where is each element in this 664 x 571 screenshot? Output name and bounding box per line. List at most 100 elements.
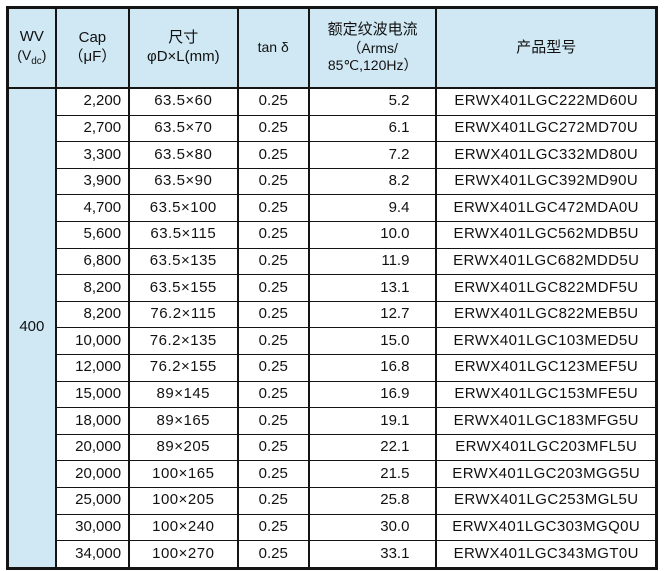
table-row: 6,800 63.5×135 0.25 11.9 ERWX401LGC682MD… [8,247,658,276]
tan-delta-cell: 0.25 [236,407,310,435]
size-cell: 63.5×60 [128,87,239,116]
size-label: 尺寸 [168,29,199,47]
table-row: 18,000 89×165 0.25 19.1 ERWX401LGC183MFG… [8,407,658,435]
cap-cell: 8,200 [54,274,131,302]
cap-cell: 2,200 [54,87,131,116]
size-cell: 63.5×70 [128,114,239,143]
ripple-current-cell: 5.2 [307,87,438,116]
cap-cell: 20,000 [54,433,131,462]
ripple-unit-line2: 85℃,120Hz） [327,57,418,74]
table-row: 2,700 63.5×70 0.25 6.1 ERWX401LGC272MD70… [8,114,658,143]
cap-cell: 3,300 [54,141,131,169]
part-number-cell: ERWX401LGC153MFE5U [435,380,658,409]
tan-delta-cell: 0.25 [236,274,310,302]
size-unit: φD×L(mm) [146,48,220,65]
cap-cell: 5,600 [54,220,131,249]
tan-delta-cell: 0.25 [236,141,310,169]
table-row: 3,300 63.5×80 0.25 7.2 ERWX401LGC332MD80… [8,141,658,169]
wv-unit: (Vdc) [17,46,47,67]
tan-delta-cell: 0.25 [236,220,310,249]
cap-cell: 30,000 [54,513,131,542]
cap-cell: 3,900 [54,167,131,196]
size-cell: 63.5×135 [128,247,239,276]
ripple-current-cell: 19.1 [307,407,438,435]
table-row: 20,000 100×165 0.25 21.5 ERWX401LGC203MG… [8,460,658,488]
table-row: 4,700 63.5×100 0.25 9.4 ERWX401LGC472MDA… [8,194,658,222]
part-number-cell: ERWX401LGC303MGQ0U [435,513,658,542]
cap-cell: 4,700 [54,194,131,222]
ripple-current-cell: 21.5 [307,460,438,488]
col-header-part-number: 产品型号 [435,7,658,89]
size-cell: 100×240 [128,513,239,542]
col-header-size: 尺寸 φD×L(mm) [128,7,239,89]
ripple-current-cell: 11.9 [307,247,438,276]
cap-cell: 34,000 [54,540,131,569]
size-cell: 100×270 [128,540,239,569]
table-row: 3,900 63.5×90 0.25 8.2 ERWX401LGC392MD90… [8,167,658,196]
part-number-cell: ERWX401LGC562MDB5U [435,220,658,249]
size-cell: 89×205 [128,433,239,462]
ripple-current-cell: 9.4 [307,194,438,222]
part-number-cell: ERWX401LGC183MFG5U [435,407,658,435]
part-number-cell: ERWX401LGC343MGT0U [435,540,658,569]
tan-delta-cell: 0.25 [236,486,310,515]
part-number-cell: ERWX401LGC332MD80U [435,141,658,169]
ripple-current-cell: 33.1 [307,540,438,569]
header-row: WV (Vdc) Cap （μF） 尺寸 φD×L(mm) tan δ 额定纹波… [6,7,658,89]
part-number-cell: ERWX401LGC203MFL5U [435,433,658,462]
wv-label: WV [19,27,44,45]
cap-cell: 15,000 [54,380,131,409]
tan-delta-cell: 0.25 [236,247,310,276]
table-row: 15,000 89×145 0.25 16.9 ERWX401LGC153MFE… [8,380,658,409]
tan-delta-cell: 0.25 [236,300,310,329]
size-cell: 63.5×155 [128,274,239,302]
tan-delta-cell: 0.25 [236,540,310,569]
table-row: 400 2,200 63.5×60 0.25 5.2 ERWX401LGC222M… [6,87,658,569]
cap-cell: 12,000 [54,353,131,382]
size-cell: 63.5×115 [128,220,239,249]
ripple-current-cell: 16.9 [307,380,438,409]
ripple-current-cell: 25.8 [307,486,438,515]
size-cell: 76.2×115 [128,300,239,329]
col-header-wv: WV (Vdc) [6,7,57,89]
part-number-cell: ERWX401LGC203MGG5U [435,460,658,488]
tan-delta-cell: 0.25 [236,114,310,143]
col-header-tan-delta: tan δ [236,7,310,89]
part-number-cell: ERWX401LGC222MD60U [435,87,658,116]
tan-delta-cell: 0.25 [236,353,310,382]
size-cell: 76.2×135 [128,327,239,355]
tan-delta-cell: 0.25 [236,167,310,196]
cap-label: Cap [78,29,107,47]
cap-cell: 18,000 [54,407,131,435]
size-cell: 63.5×90 [128,167,239,196]
part-number-cell: ERWX401LGC123MEF5U [435,353,658,382]
part-number-cell: ERWX401LGC272MD70U [435,114,658,143]
ripple-label: 额定纹波电流 [327,21,418,39]
table-row: 8,200 63.5×155 0.25 13.1 ERWX401LGC822MD… [8,274,658,302]
part-number-cell: ERWX401LGC822MDF5U [435,274,658,302]
table-row: 34,000 100×270 0.25 33.1 ERWX401LGC343MG… [8,540,658,569]
ripple-current-cell: 8.2 [307,167,438,196]
size-cell: 89×145 [128,380,239,409]
ripple-current-cell: 10.0 [307,220,438,249]
part-number-cell: ERWX401LGC392MD90U [435,167,658,196]
tan-delta-cell: 0.25 [236,433,310,462]
col-header-ripple-current: 额定纹波电流 （Arms/ 85℃,120Hz） [307,7,438,89]
ripple-current-cell: 12.7 [307,300,438,329]
ripple-current-cell: 16.8 [307,353,438,382]
part-number-cell: ERWX401LGC103MED5U [435,327,658,355]
table-row: 20,000 89×205 0.25 22.1 ERWX401LGC203MFL… [8,433,658,462]
size-cell: 100×205 [128,486,239,515]
ripple-current-cell: 30.0 [307,513,438,542]
cap-cell: 2,700 [54,114,131,143]
cap-unit: （μF） [68,48,117,65]
table-row: 5,600 63.5×115 0.25 10.0 ERWX401LGC562MD… [8,220,658,249]
table-row: 25,000 100×205 0.25 25.8 ERWX401LGC253MG… [8,486,658,515]
table-row: 30,000 100×240 0.25 30.0 ERWX401LGC303MG… [8,513,658,542]
cap-cell: 25,000 [54,486,131,515]
cap-cell: 20,000 [54,460,131,488]
ripple-current-cell: 6.1 [307,114,438,143]
ripple-current-cell: 7.2 [307,141,438,169]
cap-cell: 10,000 [54,327,131,355]
ripple-current-cell: 13.1 [307,274,438,302]
